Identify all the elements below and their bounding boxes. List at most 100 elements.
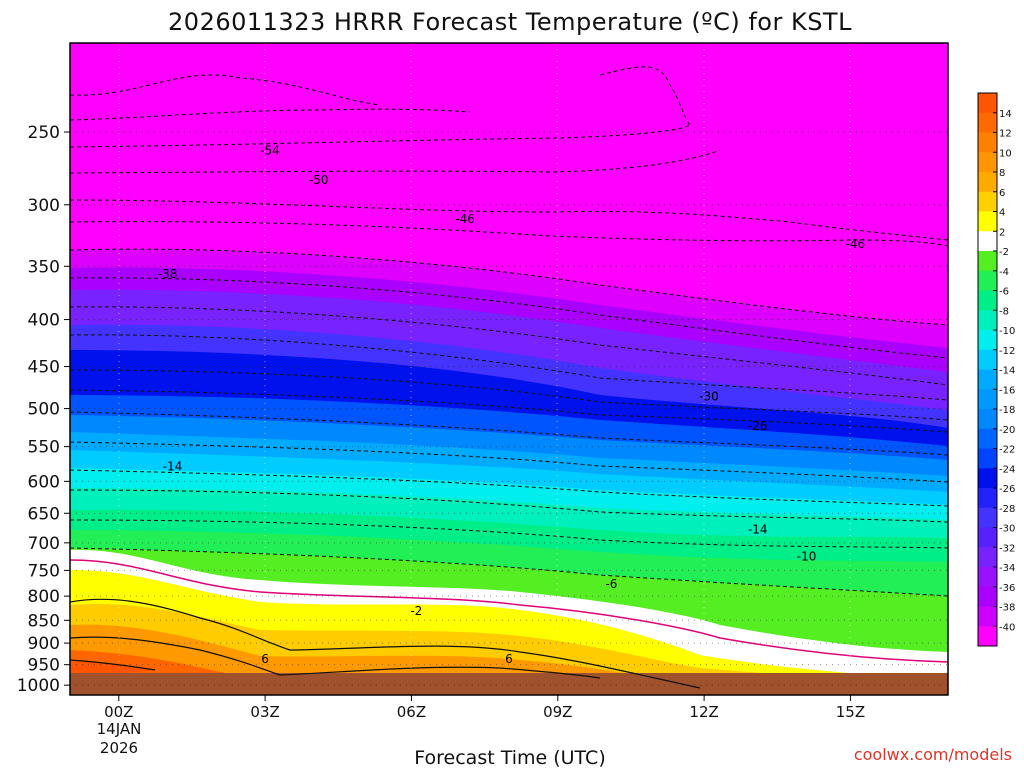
contour-line	[70, 124, 691, 148]
contour-line	[70, 469, 948, 507]
colorbar-swatch	[978, 527, 997, 548]
contour-lines	[70, 66, 948, 597]
colorbar-swatch	[978, 93, 997, 114]
credit-link[interactable]: coolwx.com/models	[854, 745, 1012, 764]
colorbar-swatch	[978, 488, 997, 509]
colorbar-swatch	[978, 112, 997, 133]
y-tick-label: 800	[28, 587, 60, 607]
colorbar-label: -4	[999, 267, 1009, 278]
x-axis: 00Z 03Z 06Z 09Z 12Z 15Z	[104, 695, 865, 721]
h-grid	[70, 131, 948, 686]
colorbar-swatch	[978, 349, 997, 370]
colorbar: 14 12 10 8 6 4 2 -2 -4 -6 -8 -10 -12 -14 -16 -18 -20 -22 -…	[977, 92, 1015, 647]
colorbar-swatch	[978, 606, 997, 627]
contour-label: -6	[605, 577, 617, 591]
colorbar-label: 12	[999, 129, 1012, 140]
y-tick-label: 500	[28, 400, 60, 420]
y-tick-label: 850	[28, 611, 60, 631]
colorbar-swatch	[978, 270, 997, 291]
colorbar-swatch	[978, 448, 997, 469]
colorbar-label: -26	[999, 484, 1015, 495]
colorbar-swatch	[978, 172, 997, 193]
colorbar-label: 10	[999, 148, 1012, 159]
x-tick-label: 12Z	[689, 703, 718, 721]
colorbar-label: -34	[999, 563, 1015, 574]
ground-band	[70, 673, 948, 695]
colorbar-label: 4	[999, 208, 1005, 219]
colorbar-label: -28	[999, 504, 1015, 515]
colorbar-label: 8	[999, 168, 1005, 179]
colorbar-swatch	[978, 152, 997, 173]
colorbar-swatch	[978, 191, 997, 212]
contour-label: -26	[748, 419, 768, 433]
colorbar-label: -10	[999, 326, 1015, 337]
y-tick-label: 750	[28, 561, 60, 581]
colorbar-label: -12	[999, 346, 1015, 357]
contour-label: -46	[455, 212, 475, 226]
colorbar-swatch	[978, 290, 997, 311]
colorbar-swatch	[978, 626, 997, 647]
y-tick-label: 900	[28, 634, 60, 654]
colorbar-label: -36	[999, 583, 1015, 594]
colorbar-swatch	[978, 567, 997, 588]
colorbar-label: 14	[999, 109, 1012, 120]
contour-line	[70, 306, 948, 386]
x-tick-label: 00Z	[104, 703, 133, 721]
contour-line	[70, 441, 948, 483]
contour-line	[70, 74, 381, 106]
contour-line	[70, 149, 721, 174]
colorbar-swatch	[978, 586, 997, 607]
colorbar-label: -38	[999, 603, 1015, 614]
y-tick-label: 250	[28, 123, 60, 143]
contour-line	[70, 248, 948, 326]
contour-line	[70, 411, 948, 456]
contour-line	[70, 277, 948, 359]
contour-label: 6	[261, 652, 269, 666]
contour-label: -54	[260, 144, 280, 158]
x-tick-label: 09Z	[543, 703, 572, 721]
contour-label: -14	[748, 523, 768, 537]
colorbar-label: -24	[999, 464, 1015, 475]
colorbar-swatch	[978, 231, 997, 252]
x-axis-label: Forecast Time (UTC)	[414, 747, 605, 768]
contour-label: -2	[410, 604, 422, 618]
colorbar-label: -32	[999, 543, 1015, 554]
contour-line	[70, 659, 156, 671]
contour-line	[70, 489, 948, 523]
x-date-year: 2026	[100, 739, 138, 757]
x-tick-label: 15Z	[836, 703, 865, 721]
colorbar-label: -20	[999, 425, 1015, 436]
colorbar-swatch	[978, 310, 997, 331]
colorbar-label: -16	[999, 385, 1015, 396]
colorbar-label: -22	[999, 445, 1015, 456]
contour-label: -10	[797, 549, 817, 563]
chart-title: 2026011323 HRRR Forecast Temperature (ºC…	[168, 8, 852, 36]
colorbar-label: -40	[999, 622, 1015, 633]
colorbar-swatch	[978, 507, 997, 528]
freezing-line	[70, 559, 948, 663]
colorbar-label: -14	[999, 366, 1015, 377]
x-date-day: 14JAN	[97, 720, 142, 738]
contour-label: -30	[699, 389, 719, 403]
colorbar-swatch	[978, 211, 997, 232]
colorbar-swatch	[978, 389, 997, 410]
colorbar-label: -2	[999, 247, 1009, 258]
y-tick-label: 1000	[17, 676, 60, 696]
colorbar-label: -18	[999, 405, 1015, 416]
y-axis: 250 300 350 400 450 500 550 600 650 700 750 800 850 9…	[17, 123, 70, 696]
contour-label: -46	[846, 237, 866, 251]
plot-frame	[69, 42, 949, 696]
x-tick-label: 06Z	[397, 703, 426, 721]
contour-line	[70, 547, 948, 597]
colorbar-swatch	[978, 428, 997, 449]
y-tick-label: 950	[28, 656, 60, 676]
x-tick-label: 03Z	[250, 703, 279, 721]
y-tick-label: 700	[28, 534, 60, 554]
colorbar-swatch	[978, 251, 997, 272]
solid-contours	[70, 598, 701, 689]
contour-label: 6	[505, 652, 513, 666]
contour-line	[70, 369, 948, 421]
y-tick-label: 400	[28, 311, 60, 331]
colorbar-label: -6	[999, 287, 1009, 298]
colorbar-swatch	[978, 369, 997, 390]
